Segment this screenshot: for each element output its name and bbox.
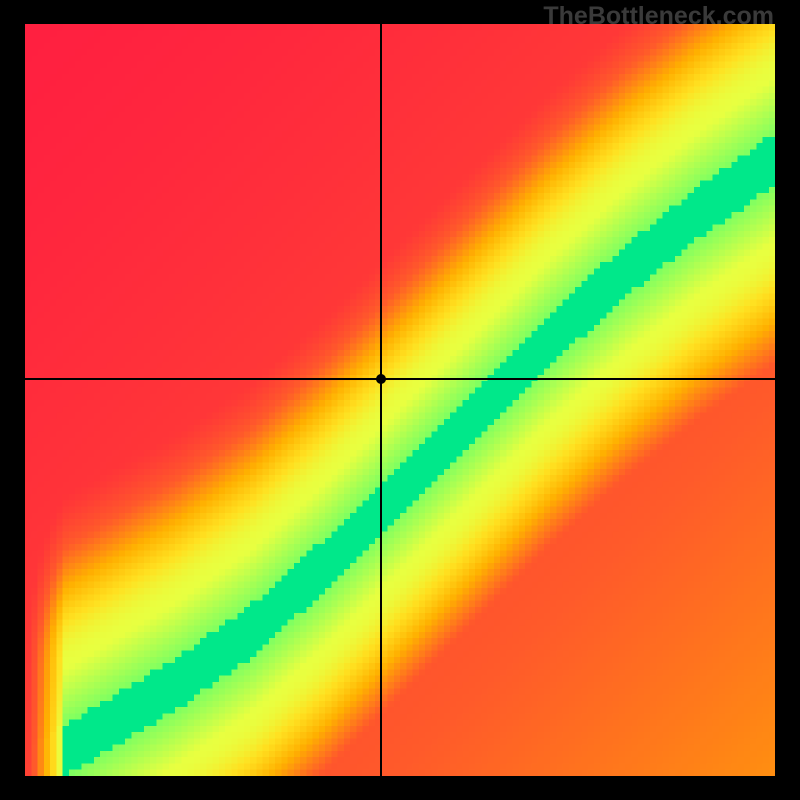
plot-area bbox=[25, 24, 775, 776]
crosshair-vertical bbox=[380, 24, 382, 776]
heatmap-canvas bbox=[25, 24, 775, 776]
chart-container: { "chart": { "type": "heatmap", "canvas_… bbox=[0, 0, 800, 800]
crosshair-horizontal bbox=[25, 378, 775, 380]
crosshair-marker-dot bbox=[376, 374, 386, 384]
watermark-text: TheBottleneck.com bbox=[543, 2, 774, 31]
